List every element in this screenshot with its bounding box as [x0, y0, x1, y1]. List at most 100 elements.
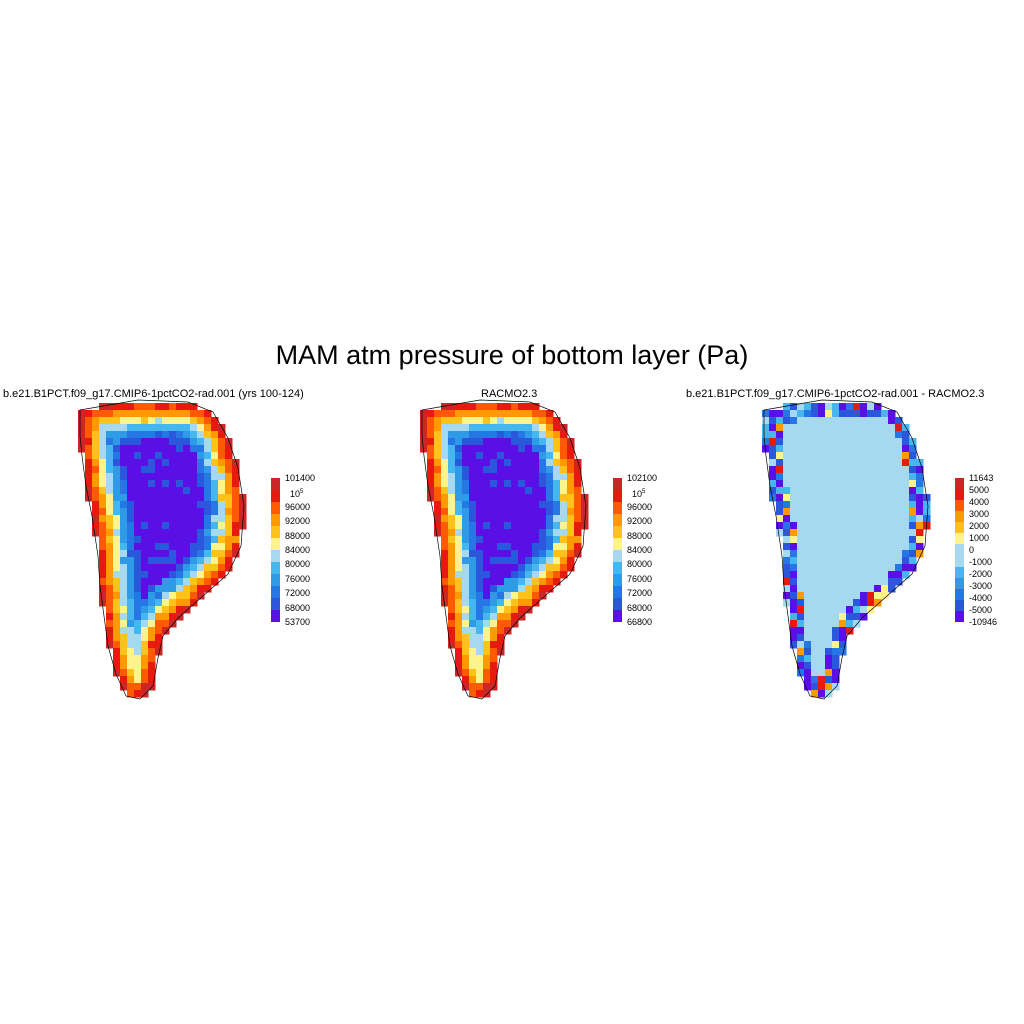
grid-cell: [92, 501, 100, 509]
grid-cell: [790, 417, 798, 425]
colorbar-label: -3000: [969, 581, 993, 591]
grid-cell: [525, 578, 533, 586]
grid-cell: [539, 410, 547, 418]
grid-cell: [141, 529, 149, 537]
grid-cell: [197, 473, 205, 481]
grid-cell: [155, 606, 163, 614]
grid-cell: [769, 417, 777, 425]
grid-cell: [811, 438, 819, 446]
grid-cell: [92, 445, 100, 453]
grid-cell: [532, 494, 540, 502]
coastline: [763, 399, 929, 700]
grid-cell: [497, 494, 505, 502]
grid-cell: [860, 438, 868, 446]
grid-cell: [455, 613, 463, 621]
grid-cell: [441, 501, 449, 509]
grid-cell: [874, 501, 882, 509]
grid-cell: [148, 655, 156, 663]
grid-cell: [434, 417, 442, 425]
grid-cell: [769, 487, 777, 495]
grid-cell: [155, 508, 163, 516]
grid-cell: [888, 417, 896, 425]
grid-cell: [127, 599, 135, 607]
grid-cell: [546, 466, 554, 474]
grid-cell: [476, 599, 484, 607]
grid-cell: [518, 424, 526, 432]
grid-cell: [162, 501, 170, 509]
grid-cell: [818, 480, 826, 488]
grid-cell: [85, 452, 93, 460]
grid-cell: [197, 487, 205, 495]
grid-cell: [99, 592, 107, 600]
grid-cell: [490, 515, 498, 523]
grid-cell: [120, 641, 128, 649]
grid-cell: [825, 550, 833, 558]
grid-cell: [895, 466, 903, 474]
grid-cell: [804, 571, 812, 579]
grid-cell: [797, 606, 805, 614]
grid-cell: [867, 585, 875, 593]
grid-cell: [497, 508, 505, 516]
grid-cell: [490, 592, 498, 600]
grid-cell: [867, 529, 875, 537]
grid-cell: [874, 585, 882, 593]
grid-cell: [497, 606, 505, 614]
grid-cell: [902, 494, 910, 502]
grid-cell: [776, 480, 784, 488]
grid-cell: [574, 529, 582, 537]
grid-cell: [497, 620, 505, 628]
grid-cell: [567, 494, 575, 502]
grid-cell: [881, 550, 889, 558]
grid-cell: [518, 515, 526, 523]
grid-cell: [804, 655, 812, 663]
grid-cell: [839, 487, 847, 495]
grid-cell: [120, 606, 128, 614]
grid-cell: [197, 424, 205, 432]
grid-cell: [532, 473, 540, 481]
grid-cell: [211, 571, 219, 579]
grid-cell: [839, 634, 847, 642]
grid-cell: [162, 550, 170, 558]
grid-cell: [783, 445, 791, 453]
grid-cell: [790, 466, 798, 474]
grid-cell: [825, 634, 833, 642]
grid-cell: [804, 536, 812, 544]
grid-cell: [553, 459, 561, 467]
grid-cell: [434, 452, 442, 460]
grid-cell: [127, 606, 135, 614]
grid-cell: [867, 459, 875, 467]
grid-cell: [553, 424, 561, 432]
grid-cell: [169, 557, 177, 565]
grid-cell: [190, 459, 198, 467]
grid-cell: [427, 438, 435, 446]
grid-cell: [204, 431, 212, 439]
grid-cell: [162, 592, 170, 600]
grid-cell: [197, 480, 205, 488]
grid-cell: [874, 410, 882, 418]
grid-cell: [790, 480, 798, 488]
grid-cell: [818, 648, 826, 656]
grid-cell: [504, 578, 512, 586]
grid-cell: [790, 613, 798, 621]
grid-cell: [539, 543, 547, 551]
grid-cell: [504, 515, 512, 523]
grid-cell: [818, 690, 826, 698]
grid-cell: [134, 662, 142, 670]
grid-cell: [211, 522, 219, 530]
grid-cell: [804, 669, 812, 677]
grid-cell: [106, 515, 114, 523]
grid-cell: [867, 606, 875, 614]
grid-cell: [462, 543, 470, 551]
grid-cell: [169, 480, 177, 488]
grid-cell: [476, 648, 484, 656]
grid-cell: [881, 417, 889, 425]
grid-cell: [895, 452, 903, 460]
grid-cell: [860, 431, 868, 439]
grid-cell: [902, 459, 910, 467]
grid-cell: [511, 410, 519, 418]
grid-cell: [176, 606, 184, 614]
grid-cell: [553, 487, 561, 495]
grid-cell: [804, 501, 812, 509]
grid-cell: [490, 410, 498, 418]
grid-cell: [769, 445, 777, 453]
